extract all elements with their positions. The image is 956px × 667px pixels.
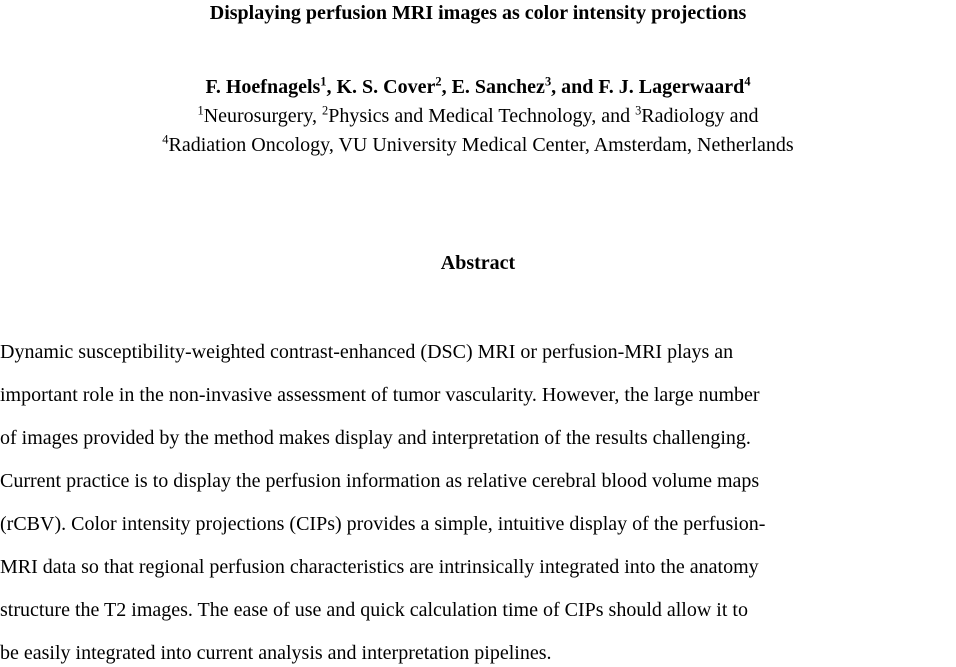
abstract-line: (rCBV). Color intensity projections (CIP… xyxy=(0,513,766,535)
affiliation-line-2: 4Radiation Oncology, VU University Medic… xyxy=(0,131,956,160)
author-block: F. Hoefnagels1, K. S. Cover2, E. Sanchez… xyxy=(0,73,956,160)
abstract-paragraph: Dynamic susceptibility-weighted contrast… xyxy=(0,331,956,667)
affiliation-marker: 3 xyxy=(635,103,642,118)
abstract-line: important role in the non-invasive asses… xyxy=(0,384,760,406)
affiliation-marker: 4 xyxy=(162,132,169,147)
abstract-line: be easily integrated into current analys… xyxy=(0,642,552,664)
author-name: F. Hoefnagels xyxy=(205,76,321,98)
abstract-line: of images provided by the method makes d… xyxy=(0,427,751,449)
affiliation-text: Radiology and xyxy=(641,105,759,127)
affiliation-text: Neurosurgery, xyxy=(203,105,322,127)
abstract-line: Dynamic susceptibility-weighted contrast… xyxy=(0,341,734,363)
affiliation-text: Physics and Medical Technology, and xyxy=(328,105,636,127)
author-affiliation-marker: 2 xyxy=(435,74,442,89)
affiliation-marker: 2 xyxy=(322,103,329,118)
affiliation-line-1: 1Neurosurgery, 2Physics and Medical Tech… xyxy=(0,102,956,131)
abstract-line: structure the T2 images. The ease of use… xyxy=(0,599,748,621)
abstract-heading: Abstract xyxy=(440,252,516,274)
author-affiliation-marker: 4 xyxy=(744,74,751,89)
affiliation-marker: 1 xyxy=(197,103,204,118)
paper-title: Displaying perfusion MRI images as color… xyxy=(209,2,747,24)
author-affiliation-marker: 1 xyxy=(320,74,327,89)
abstract-line: MRI data so that regional perfusion char… xyxy=(0,556,759,578)
author-name: , E. Sanchez xyxy=(441,76,545,98)
abstract-line: Current practice is to display the perfu… xyxy=(0,470,760,492)
author-name: , and F. J. Lagerwaard xyxy=(551,76,745,98)
author-name: , K. S. Cover xyxy=(326,76,436,98)
author-affiliation-marker: 3 xyxy=(544,74,552,89)
authors-line: F. Hoefnagels1, K. S. Cover2, E. Sanchez… xyxy=(0,73,956,102)
affiliation-text: Radiation Oncology, VU University Medica… xyxy=(168,134,794,156)
